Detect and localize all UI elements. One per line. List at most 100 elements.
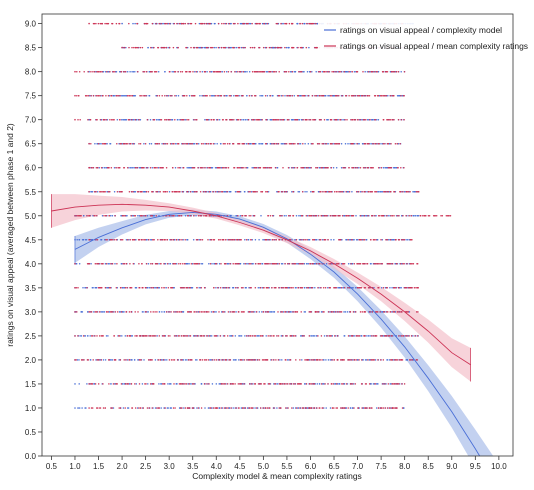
scatter-point	[289, 311, 292, 313]
scatter-point	[255, 118, 257, 121]
scatter-point	[99, 407, 102, 409]
scatter-point	[135, 287, 137, 289]
scatter-point	[391, 118, 393, 121]
scatter-point	[134, 118, 137, 121]
scatter-point	[396, 359, 399, 361]
scatter-point	[164, 239, 166, 241]
scatter-point	[277, 359, 280, 361]
scatter-point	[159, 191, 161, 193]
scatter-point	[380, 94, 383, 97]
scatter-point	[75, 359, 77, 361]
scatter-point	[104, 215, 107, 217]
scatter-point	[219, 359, 221, 361]
scatter-point	[152, 191, 154, 193]
scatter-point	[379, 191, 381, 193]
scatter-point	[122, 263, 124, 265]
scatter-point	[274, 166, 277, 169]
scatter-point	[146, 287, 149, 289]
scatter-point	[383, 94, 385, 97]
scatter-point	[111, 359, 114, 361]
scatter-point	[392, 166, 395, 169]
scatter-point	[170, 359, 173, 361]
scatter-point	[251, 94, 253, 97]
scatter-point	[140, 359, 142, 361]
scatter-point	[118, 407, 120, 409]
scatter-point	[78, 263, 81, 265]
scatter-point	[298, 383, 301, 385]
scatter-point	[173, 335, 176, 337]
scatter-point	[159, 359, 161, 361]
scatter-point	[273, 46, 275, 49]
scatter-point	[393, 70, 395, 73]
scatter-point	[74, 70, 76, 73]
scatter-point	[307, 263, 310, 265]
scatter-point	[132, 22, 134, 25]
scatter-point	[341, 94, 343, 97]
scatter-point	[289, 359, 291, 361]
scatter-point	[194, 383, 196, 385]
scatter-point	[305, 407, 307, 409]
scatter-point	[140, 166, 143, 169]
scatter-point	[394, 359, 396, 361]
scatter-point	[167, 118, 170, 121]
scatter-point	[152, 383, 154, 385]
scatter-point	[312, 263, 314, 265]
confidence-bands	[51, 194, 494, 456]
scatter-point	[367, 359, 369, 361]
scatter-point	[374, 191, 377, 193]
scatter-point	[359, 215, 362, 217]
scatter-point	[202, 94, 205, 97]
scatter-point	[375, 383, 378, 385]
scatter-point	[240, 335, 243, 337]
scatter-point	[365, 383, 368, 385]
scatter-point	[193, 311, 195, 313]
scatter-point	[184, 359, 187, 361]
scatter-point	[74, 407, 76, 409]
scatter-point	[90, 191, 92, 193]
scatter-point	[357, 359, 359, 361]
scatter-point	[275, 239, 277, 241]
scatter-point	[188, 287, 191, 289]
scatter-point	[369, 191, 372, 193]
scatter-point	[399, 263, 402, 265]
scatter-point	[146, 407, 149, 409]
scatter-point	[275, 263, 278, 265]
scatter-point	[148, 407, 151, 409]
scatter-point	[391, 287, 393, 289]
scatter-point	[150, 142, 153, 145]
scatter-point	[258, 239, 260, 241]
scatter-point	[121, 94, 124, 97]
scatter-point	[301, 359, 303, 361]
scatter-point	[294, 335, 297, 337]
scatter-point	[115, 166, 117, 169]
scatter-point	[221, 191, 224, 193]
scatter-point	[293, 70, 296, 73]
scatter-point	[384, 70, 387, 73]
scatter-point	[377, 70, 380, 73]
scatter-point	[91, 287, 94, 289]
scatter-point	[332, 383, 334, 385]
scatter-point	[320, 94, 323, 97]
scatter-point	[179, 287, 182, 289]
scatter-point	[260, 70, 262, 73]
scatter-point	[308, 407, 310, 409]
scatter-point	[256, 359, 259, 361]
scatter-point	[103, 166, 106, 169]
scatter-point	[293, 118, 295, 121]
scatter-point	[289, 142, 292, 145]
scatter-point	[180, 311, 183, 313]
confidence-band	[51, 194, 471, 382]
scatter-point	[121, 191, 123, 193]
scatter-point	[80, 215, 82, 217]
scatter-point	[132, 118, 135, 121]
scatter-point	[212, 311, 215, 313]
scatter-point	[309, 407, 312, 409]
scatter-point	[282, 287, 285, 289]
scatter-point	[305, 94, 307, 97]
scatter-point	[126, 70, 129, 73]
scatter-point	[166, 142, 169, 145]
scatter-point	[286, 383, 289, 385]
scatter-point	[292, 383, 295, 385]
scatter-point	[253, 142, 255, 145]
scatter-point	[321, 359, 323, 361]
